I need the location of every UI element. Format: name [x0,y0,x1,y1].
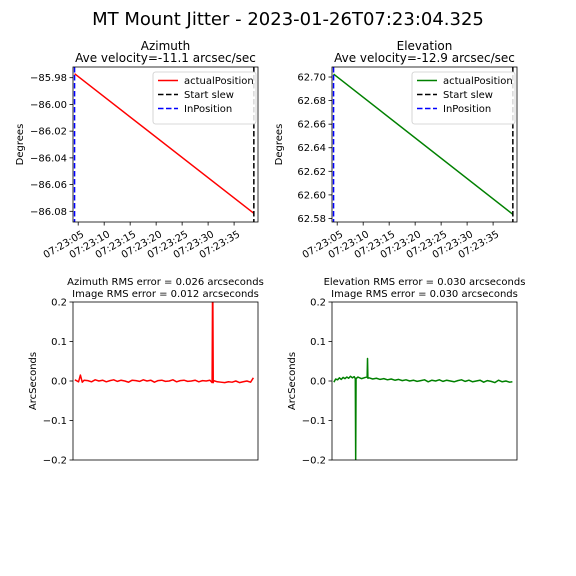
chart-title: Azimuth RMS error = 0.026 arcseconds [67,277,264,288]
y-tick-label: 62.62 [297,167,326,178]
legend: actualPosition Start slew InPosition [411,71,516,125]
y-tick-label: −86.04 [30,153,67,164]
y-tick-label: −0.2 [43,456,67,467]
y-tick-label: 62.58 [297,214,326,225]
y-axis-label: Degrees [274,124,285,166]
chart-subtitle: Image RMS error = 0.012 arcseconds [72,289,259,300]
series-line-azimuth-error-error [74,302,255,384]
y-tick-label: 62.68 [297,96,326,107]
chart-title: Azimuth [141,39,190,53]
legend: actualPosition Start slew InPosition [152,71,257,125]
y-tick-label: 62.60 [297,190,326,201]
y-tick-label: −86.00 [30,100,67,111]
azimuth-error-chart: Azimuth RMS error = 0.026 arcsecondsImag… [28,277,264,467]
plot-frame [72,301,259,461]
legend-box [411,71,516,125]
legend-label: Start slew [443,90,493,101]
y-tick-label: 0.0 [310,377,326,388]
y-tick-label: −0.1 [43,416,67,427]
legend-label: actualPosition [184,76,254,87]
y-tick-label: 62.66 [297,120,326,131]
y-tick-label: −85.98 [30,73,67,84]
y-tick-label: −86.08 [30,207,67,218]
plot-frame [331,66,518,223]
y-tick-label: 62.64 [297,143,326,154]
y-axis-label: ArcSeconds [28,352,39,410]
legend-box [152,71,257,125]
plot-frame [331,301,518,461]
legend-label: InPosition [443,104,491,115]
chart-title: Elevation RMS error = 0.030 arcseconds [324,277,526,288]
y-axis-label: ArcSeconds [287,352,298,410]
elevation-error-chart: Elevation RMS error = 0.030 arcsecondsIm… [287,277,525,467]
chart-subtitle: Image RMS error = 0.030 arcseconds [331,289,518,300]
plot-frame [72,66,259,223]
legend-label: InPosition [184,104,232,115]
y-tick-label: 0.1 [51,337,67,348]
y-tick-label: 0.0 [51,377,67,388]
y-axis-label: Degrees [15,124,26,166]
y-tick-label: 62.70 [297,73,326,84]
series-line-actualPosition [333,73,514,215]
plot-marks [74,302,255,384]
y-tick-label: 0.2 [310,298,326,309]
legend-label: actualPosition [443,76,513,87]
series-line-actualPosition [74,73,255,214]
y-tick-label: 0.2 [51,298,67,309]
y-tick-label: −0.1 [302,416,326,427]
chart-subtitle: Ave velocity=-11.1 arcsec/sec [75,51,256,65]
y-tick-label: −86.02 [30,127,67,138]
y-tick-label: −0.2 [302,456,326,467]
series-line-elevation-error-error [333,357,513,460]
y-tick-label: 0.1 [310,337,326,348]
plot-marks [333,357,513,460]
figure-title: MT Mount Jitter - 2023-01-26T07:23:04.32… [92,9,484,30]
chart-title: Elevation [397,39,453,53]
chart-subtitle: Ave velocity=-12.9 arcsec/sec [334,51,515,65]
y-tick-label: −86.06 [30,180,67,191]
legend-label: Start slew [184,90,234,101]
